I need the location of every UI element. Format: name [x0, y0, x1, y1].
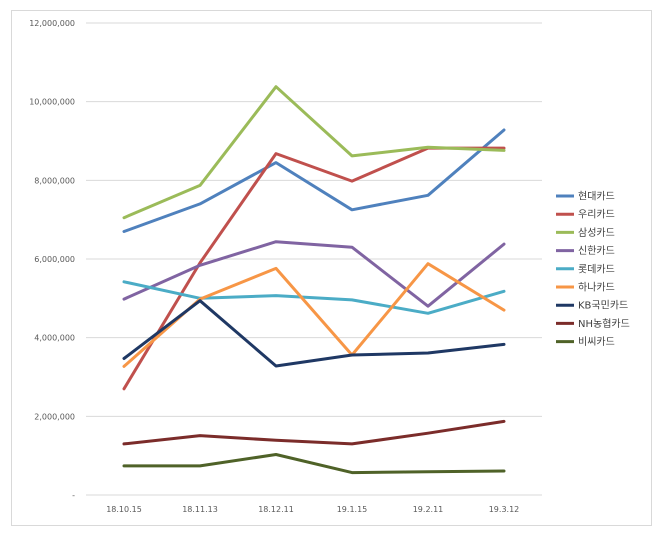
legend-label: 신한카드 — [578, 245, 615, 257]
legend-label: 삼성카드 — [578, 227, 615, 239]
y-axis: - 2,000,000 4,000,000 6,000,000 8,000,000 10,… — [29, 19, 75, 500]
legend-label: KB국민카드 — [578, 300, 628, 312]
series-line — [122, 128, 506, 233]
series-line — [122, 280, 506, 315]
legend-item: 롯데카드 — [556, 263, 615, 275]
legend-label: 롯데카드 — [578, 263, 615, 275]
series-line — [122, 419, 506, 446]
y-tick-label: 10,000,000 — [29, 98, 75, 107]
x-tick-label: 19.2.11 — [413, 505, 444, 514]
x-tick-label: 18.12.11 — [258, 505, 294, 514]
y-tick-label: - — [72, 491, 75, 500]
chart-frame — [11, 10, 652, 526]
legend-label: 우리카드 — [578, 209, 615, 221]
legend-item: 삼성카드 — [556, 227, 615, 239]
series-line — [122, 240, 506, 308]
series-line — [122, 85, 506, 220]
y-tick-label: 2,000,000 — [34, 412, 75, 421]
legend-label: NH농협카드 — [578, 317, 630, 330]
y-tick-label: 12,000,000 — [29, 19, 75, 28]
series-line — [122, 146, 506, 391]
legend-item: 우리카드 — [556, 209, 615, 221]
y-tick-label: 4,000,000 — [34, 334, 75, 343]
series-line — [122, 453, 506, 475]
legend-item: 신한카드 — [556, 245, 615, 257]
legend-label: 현대카드 — [578, 191, 615, 203]
x-tick-label: 19.1.15 — [337, 505, 368, 514]
x-tick-label: 18.10.15 — [106, 505, 142, 514]
legend-item: 비씨카드 — [556, 336, 615, 348]
y-tick-label: 8,000,000 — [34, 176, 75, 185]
legend-item: 하나카드 — [556, 281, 615, 294]
legend-label: 비씨카드 — [578, 336, 615, 348]
legend-item: 현대카드 — [556, 191, 615, 203]
x-tick-label: 18.11.13 — [182, 505, 218, 514]
x-tick-label: 19.3.12 — [489, 505, 520, 514]
legend-label: 하나카드 — [578, 281, 615, 294]
x-axis: 18.10.15 18.11.13 18.12.11 19.1.15 19.2.11 19… — [106, 505, 519, 514]
legend-item: KB국민카드 — [556, 300, 628, 312]
grid-lines — [86, 22, 542, 496]
legend-item: NH농협카드 — [556, 317, 630, 330]
y-tick-label: 6,000,000 — [34, 255, 75, 264]
series-line — [122, 299, 506, 368]
series-lines — [122, 85, 506, 475]
